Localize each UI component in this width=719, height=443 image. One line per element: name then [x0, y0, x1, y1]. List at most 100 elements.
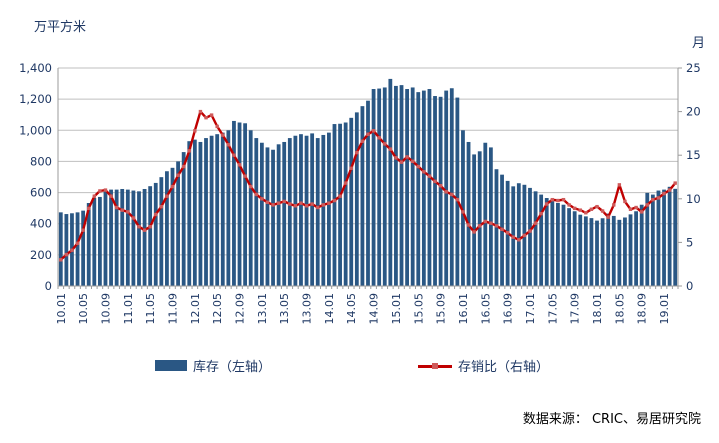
inventory-bar — [455, 97, 460, 286]
x-axis-tick-label: 12.05 — [211, 293, 224, 325]
ratio-line-marker — [221, 133, 225, 137]
ratio-line-marker — [416, 164, 420, 169]
inventory-bar — [410, 87, 415, 286]
inventory-bar — [589, 218, 594, 286]
inventory-bar — [343, 122, 348, 286]
ratio-line-marker — [165, 194, 169, 198]
x-axis-tick-label: 14.09 — [368, 293, 381, 325]
inventory-bar — [248, 130, 253, 286]
inventory-bar — [556, 203, 560, 286]
ratio-line-marker — [505, 231, 510, 235]
inventory-bar — [488, 147, 493, 286]
left-axis-tick-label: 1,400 — [19, 61, 52, 75]
inventory-bar — [276, 144, 281, 286]
ratio-line-marker — [142, 228, 147, 232]
x-axis-tick-label: 10.01 — [55, 293, 68, 325]
right-axis-unit-label: 月 — [692, 36, 706, 51]
legend: 库存（左轴） 存销比（右轴） — [0, 355, 719, 377]
ratio-line-marker — [293, 204, 298, 208]
ratio-line-marker — [327, 201, 331, 205]
ratio-line-marker — [388, 147, 393, 151]
ratio-line-marker — [522, 233, 527, 238]
x-axis-tick-label: 16.05 — [479, 293, 492, 325]
inventory-bar — [64, 214, 69, 286]
ratio-line-marker — [433, 179, 437, 184]
ratio-line-marker — [204, 116, 208, 120]
x-axis-tick-label: 12.01 — [189, 293, 202, 325]
ratio-line-marker — [572, 206, 577, 211]
left-axis-tick-label: 800 — [30, 154, 52, 168]
chart-plot: 0 200 400 600 800 1,000 1,200 1,400 0 5 10 15 20 25 10… — [19, 61, 701, 325]
ratio-line-marker — [282, 199, 286, 204]
ratio-line-marker — [623, 199, 627, 204]
inventory-bar — [444, 90, 449, 286]
inventory-bar — [366, 100, 370, 286]
ratio-line-marker — [450, 192, 454, 197]
ratio-line-marker — [639, 210, 644, 214]
inventory-bar — [461, 130, 465, 286]
ratio-line-marker — [75, 241, 80, 245]
inventory-bar — [259, 142, 264, 286]
ratio-line-marker — [600, 209, 605, 213]
ratio-line-marker — [70, 248, 74, 252]
ratio-line-marker — [444, 190, 448, 194]
ratio-line-marker — [366, 132, 370, 136]
x-axis-tick-label: 17.09 — [569, 293, 582, 325]
inventory-bar — [81, 210, 86, 286]
inventory-bar — [600, 218, 605, 286]
x-axis-tick-label: 16.09 — [502, 293, 515, 325]
ratio-line-marker — [634, 205, 638, 210]
inventory-bar — [572, 211, 577, 286]
inventory-bar — [170, 167, 175, 286]
inventory-bar — [528, 187, 532, 286]
ratio-line-marker — [595, 204, 599, 209]
inventory-bar — [377, 88, 382, 286]
inventory-bar — [416, 92, 421, 286]
inventory-bar — [673, 188, 678, 286]
ratio-line-marker — [92, 194, 97, 198]
ratio-line-marker — [377, 136, 381, 140]
inventory-bar — [198, 141, 203, 286]
ratio-line-marker — [472, 230, 476, 234]
ratio-line-marker — [137, 225, 141, 229]
ratio-line-marker — [371, 129, 376, 133]
x-axis-tick-label: 12.09 — [234, 293, 247, 325]
ratio-line-marker — [131, 216, 136, 220]
left-axis-tick-label: 1,200 — [19, 92, 52, 106]
ratio-line-marker — [438, 184, 443, 188]
x-axis-tick-label: 18.09 — [636, 293, 649, 325]
ratio-line-marker — [617, 183, 622, 187]
inventory-bar — [516, 183, 521, 286]
inventory-bar — [354, 112, 359, 286]
ratio-line-marker — [198, 109, 203, 114]
ratio-line-marker — [466, 223, 471, 227]
ratio-line-marker — [87, 206, 91, 211]
inventory-bar — [382, 87, 387, 286]
inventory-bar — [282, 141, 287, 286]
ratio-line-marker — [120, 208, 124, 212]
ratio-line-marker — [159, 204, 164, 209]
ratio-line-marker — [567, 203, 571, 207]
inventory-bar — [131, 190, 136, 286]
ratio-line-marker — [427, 174, 432, 178]
ratio-line-marker — [170, 184, 175, 189]
inventory-bar — [628, 214, 633, 286]
ratio-line-marker — [209, 113, 214, 117]
inventory-bar — [595, 220, 599, 286]
inventory-bar — [321, 134, 326, 286]
inventory-bar — [561, 204, 566, 286]
inventory-bar — [204, 138, 208, 286]
ratio-line-marker — [299, 201, 303, 205]
inventory-bar — [86, 203, 91, 286]
x-axis-tick-label: 15.01 — [390, 293, 403, 325]
inventory-bar — [293, 135, 298, 286]
inventory-bar — [220, 132, 225, 286]
ratio-line-marker — [606, 215, 610, 219]
inventory-bar — [349, 117, 354, 286]
ratio-line-marker — [394, 156, 398, 160]
x-axis-tick-label: 17.05 — [546, 293, 559, 325]
inventory-bar — [159, 177, 164, 286]
inventory-bar — [75, 212, 80, 286]
inventory-bar — [148, 186, 153, 286]
inventory-bar — [634, 211, 639, 286]
